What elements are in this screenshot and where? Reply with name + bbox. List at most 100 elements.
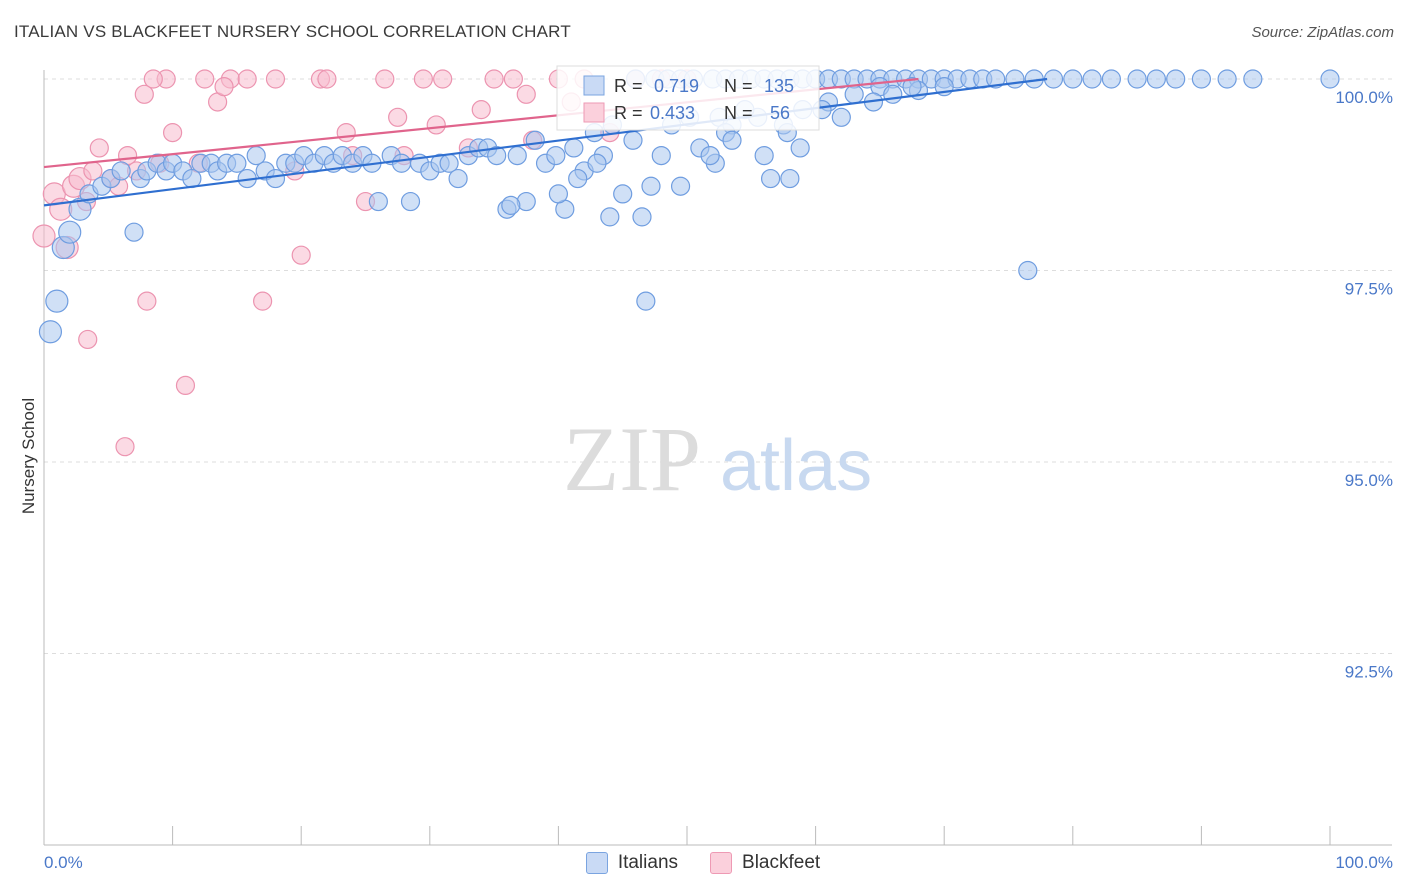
- italians-point: [754, 146, 774, 166]
- italians-point: [501, 195, 521, 215]
- blackfeet-point: [388, 107, 408, 127]
- italians-point: [1005, 69, 1025, 89]
- y-tick-label: 97.5%: [1345, 280, 1393, 299]
- italians-point: [564, 138, 584, 158]
- italians-point: [790, 138, 810, 158]
- italians-point: [600, 207, 620, 227]
- x-tick-label-min: 0.0%: [44, 853, 83, 872]
- italians-point: [1127, 69, 1147, 89]
- italians-point: [636, 291, 656, 311]
- x-axis-ticks: [43, 826, 1331, 845]
- y-tick-label: 100.0%: [1335, 88, 1393, 107]
- italians-point: [368, 191, 388, 212]
- italians-point: [391, 153, 412, 173]
- italians-point: [1101, 69, 1121, 89]
- italians-point: [641, 176, 661, 196]
- y-tick-label: 92.5%: [1345, 663, 1393, 682]
- legend-blackfeet-r-label: R =: [614, 103, 643, 123]
- italians-point: [265, 168, 286, 189]
- italians-point: [548, 184, 569, 204]
- blackfeet-point: [471, 100, 491, 120]
- blackfeet-point: [143, 69, 163, 89]
- legend-italians-swatch: [583, 75, 605, 96]
- blackfeet-point: [484, 69, 504, 89]
- italians-point: [587, 153, 607, 173]
- blackfeet-point: [317, 69, 337, 89]
- italians-point: [623, 130, 643, 150]
- blackfeet-point: [163, 123, 183, 143]
- italians-point: [507, 146, 527, 166]
- legend-italians-r-label: R =: [614, 76, 643, 96]
- italians-point: [883, 84, 903, 104]
- blackfeet-point: [413, 69, 433, 89]
- legend-blackfeet-swatch: [583, 102, 605, 123]
- legend-italians-r-value: 0.719: [654, 76, 699, 96]
- italians-point: [45, 289, 69, 313]
- italians-point: [670, 176, 691, 196]
- blackfeet-point: [291, 245, 311, 265]
- blackfeet-point: [134, 84, 154, 104]
- italians-point: [844, 84, 864, 104]
- italians-point: [58, 220, 82, 244]
- italians-point: [1063, 69, 1083, 89]
- legend-blackfeet-r-value: 0.433: [650, 103, 695, 123]
- chart-title: ITALIAN VS BLACKFEET NURSERY SCHOOL CORR…: [14, 22, 571, 41]
- blackfeet-point: [375, 69, 395, 89]
- blackfeet-point: [115, 437, 135, 457]
- watermark-zip: ZIP: [563, 408, 701, 510]
- y-tick-label: 95.0%: [1345, 471, 1393, 490]
- italians-point: [487, 146, 507, 166]
- italians-point: [780, 168, 800, 189]
- legend-swatch-italians: [585, 852, 608, 874]
- italians-point: [568, 168, 588, 189]
- italians-trend-line: [43, 77, 1048, 207]
- italians-point: [38, 320, 63, 344]
- italians-point: [986, 69, 1006, 89]
- legend-italians-n-value: 135: [764, 76, 794, 96]
- italians-point: [1191, 69, 1212, 89]
- legend-item-blackfeet: Blackfeet: [710, 852, 820, 874]
- legend-label-blackfeet: Blackfeet: [742, 852, 821, 873]
- blackfeet-point: [433, 69, 453, 89]
- italians-point: [1166, 69, 1186, 89]
- italians-point: [1018, 260, 1038, 281]
- italians-point: [1146, 69, 1166, 89]
- blackfeet-point: [237, 69, 257, 89]
- trend-lines: [43, 77, 1048, 207]
- blackfeet-point: [175, 375, 196, 395]
- blackfeet-point: [214, 77, 234, 97]
- watermark-atlas: atlas: [720, 426, 872, 506]
- blackfeet-point: [137, 291, 157, 311]
- legend-blackfeet-n-label: N =: [724, 103, 753, 123]
- italians-point: [651, 146, 671, 166]
- italians-point: [68, 197, 92, 221]
- italians-point: [722, 130, 742, 150]
- blackfeet-point: [516, 84, 536, 104]
- italians-point: [1243, 69, 1263, 89]
- italians-point: [525, 130, 545, 150]
- x-tick-label-max: 100.0%: [1335, 853, 1393, 872]
- italians-point: [400, 191, 421, 212]
- blackfeet-point: [195, 69, 215, 89]
- italians-point: [1217, 69, 1237, 89]
- legend-item-italians: Italians: [585, 852, 679, 874]
- italians-point: [831, 107, 851, 127]
- blackfeet-point: [253, 291, 273, 311]
- watermark: ZIP atlas: [563, 408, 872, 510]
- italians-point: [227, 153, 247, 173]
- blackfeet-point: [32, 224, 56, 248]
- blackfeet-point: [265, 69, 286, 89]
- italians-point: [124, 222, 144, 242]
- legend-blackfeet-n-value: 56: [770, 103, 790, 123]
- y-axis-tick-labels: 92.5% 95.0% 97.5% 100.0%: [1335, 88, 1393, 682]
- italians-point: [760, 168, 781, 189]
- italians-point: [613, 184, 633, 204]
- blackfeet-point: [336, 123, 356, 143]
- italians-point: [632, 207, 652, 227]
- italians-point: [1082, 69, 1102, 89]
- italians-point: [448, 168, 468, 189]
- legend-label-italians: Italians: [617, 852, 679, 873]
- italians-point: [111, 161, 131, 181]
- blackfeet-point: [78, 329, 98, 350]
